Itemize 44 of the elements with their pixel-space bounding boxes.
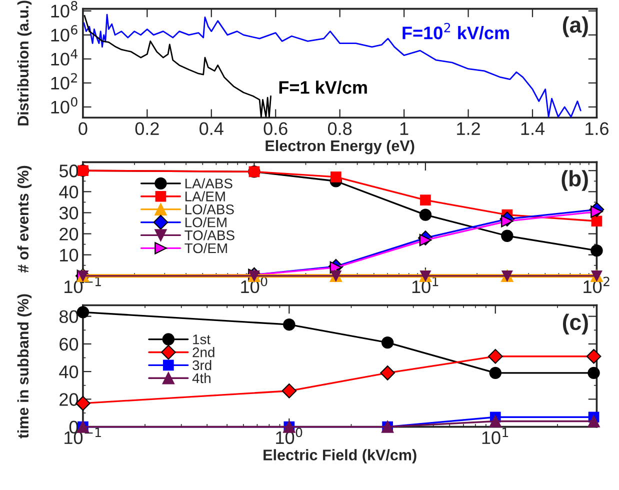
legend-label: LO/ABS [185, 204, 234, 214]
y-tick-label: 20 [60, 228, 78, 240]
x-tick-label: 0.2 [135, 122, 159, 136]
x-tick-label: 1.2 [457, 122, 480, 135]
legend-label: TO/ABS [184, 230, 234, 240]
y-axis-title: # of events (%) [17, 166, 32, 273]
y-tick-label: 10$^{4}$ [51, 49, 78, 66]
y-axis-title: Distribution (a.u.) [17, 0, 32, 126]
annotation: (a) [562, 16, 588, 38]
x-axis-title: Electron Energy (eV) [266, 140, 414, 154]
x-tick-label: 1.6 [586, 122, 608, 136]
y-tick-label: 40 [59, 186, 78, 198]
x-tick-label: 0.8 [328, 122, 352, 136]
legend-label: 4th [192, 372, 210, 384]
y-tick-label: 10$^{8}$ [51, 1, 78, 18]
legend-label: LA/ABS [185, 178, 232, 188]
x-tick-label: 1.4 [521, 122, 545, 135]
y-tick-label: 20 [60, 393, 78, 406]
legend-label: LO/EM [185, 217, 226, 228]
line-series [84, 15, 272, 118]
y-tick-label: 40 [59, 365, 78, 378]
x-tick-label: 0 [78, 122, 88, 136]
x-tick-label: 1 [400, 122, 408, 135]
legend-label: 3rd [192, 360, 212, 370]
x-tick-label: 0.4 [200, 122, 224, 136]
y-tick-label: 10$^{2}$ [51, 73, 77, 90]
y-tick-label: 30 [59, 206, 78, 220]
annotation: (b) [562, 170, 588, 191]
y-tick-label: 10 [60, 248, 78, 262]
y-tick-label: 60 [60, 338, 78, 351]
y-tick-label: 80 [59, 310, 78, 324]
series-label: F=1 kV/cm [279, 80, 367, 94]
legend-label: LA/EM [185, 191, 225, 202]
legend-label: 2nd [192, 347, 214, 358]
y-axis-title: time in subband (%) [17, 294, 32, 438]
series-label: F=10$^{2}$ kV/cm [402, 22, 509, 40]
x-tick-label: 0.6 [264, 122, 288, 136]
legend-label: 1st [193, 334, 210, 344]
y-tick-label: 10$^{6}$ [51, 25, 78, 42]
legend-label: TO/EM [184, 242, 227, 254]
x-tick-label: 10$^{1}$ [482, 428, 508, 444]
x-axis-title: Electric Field (kV/cm) [264, 449, 416, 464]
y-tick-label: 10$^{0}$ [51, 97, 78, 114]
annotation: (c) [562, 314, 588, 334]
